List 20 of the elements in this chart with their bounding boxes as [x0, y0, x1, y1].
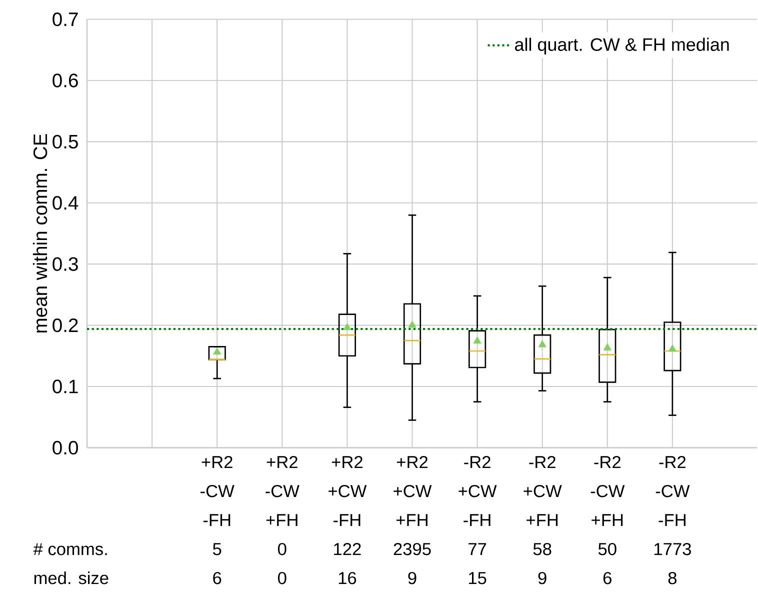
- legend-label: all quart. CW & FH median: [515, 38, 729, 55]
- y-tick-label: 0.3: [52, 257, 78, 271]
- x-tick-label: +R2 -CW -FH 5 6: [200, 456, 234, 584]
- text: # comms.: [33, 543, 107, 556]
- y-tick-label: 0.5: [52, 134, 78, 149]
- y-axis-title: mean within comm. CE: [32, 134, 48, 332]
- y-tick-label: 0.6: [52, 74, 78, 88]
- x-tick-label: -R2 -CW +FH 50 6: [590, 456, 625, 584]
- y-tick-label: 0.7: [52, 12, 78, 26]
- x-tick-label: +R2 +CW +FH 2395 9: [394, 456, 432, 584]
- x-tick-label: +R2 -CW +FH 0 0: [266, 456, 300, 584]
- x-tick-label: -R2 +CW +FH 58 9: [524, 456, 562, 584]
- text: med. size: [34, 571, 108, 584]
- x-tick-label: -R2 -CW -FH 1773 8: [654, 456, 691, 584]
- y-tick-label: 0.2: [52, 318, 78, 332]
- y-tick-label: 0.4: [52, 196, 78, 210]
- x-tick-label: -R2 +CW -FH 77 15: [458, 456, 497, 584]
- x-tick-label: +R2 +CW -FH 122 16: [328, 456, 367, 584]
- y-tick-label: 0.1: [52, 380, 78, 394]
- y-tick-label: 0.0: [52, 440, 78, 455]
